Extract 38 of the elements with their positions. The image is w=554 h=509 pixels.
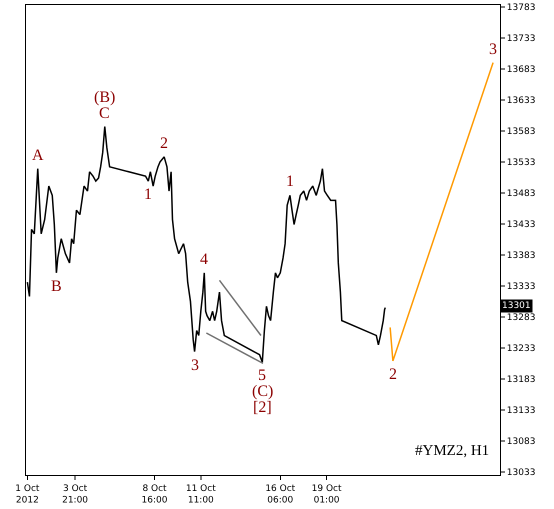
annotation: 1 bbox=[286, 173, 294, 190]
annotation: 4 bbox=[200, 251, 208, 268]
y-tick-label: 13733 bbox=[506, 34, 536, 44]
annotation: 2 bbox=[160, 135, 168, 152]
y-tick-label: 13233 bbox=[506, 344, 536, 354]
y-tick-label: 13333 bbox=[506, 282, 536, 292]
annotation: 1 bbox=[144, 186, 152, 203]
x-tick-label: 19 Oct 01:00 bbox=[312, 484, 342, 506]
y-tick-label: 13083 bbox=[506, 437, 536, 448]
y-tick-label: 13583 bbox=[506, 127, 536, 138]
annotation: A bbox=[32, 147, 44, 164]
y-tick-label: 13183 bbox=[506, 375, 536, 386]
annotation: C bbox=[99, 105, 110, 122]
x-tick-label: 3 Oct 21:00 bbox=[62, 484, 88, 506]
annotation: 3 bbox=[191, 357, 199, 374]
y-tick-label: 13283 bbox=[506, 313, 536, 324]
annotation: [2] bbox=[253, 399, 272, 416]
x-tick-label: 8 Oct 16:00 bbox=[142, 484, 168, 506]
y-tick-label: 13533 bbox=[506, 158, 536, 168]
x-tick-label: 1 Oct 2012 bbox=[15, 484, 40, 506]
annotation: #YMZ2, H1 bbox=[415, 443, 490, 459]
annotation: B bbox=[51, 278, 62, 295]
y-tick-label: 13133 bbox=[506, 406, 536, 416]
annotation: (C) bbox=[252, 383, 274, 400]
y-tick-label: 13683 bbox=[506, 65, 536, 76]
annotation: (B) bbox=[94, 89, 116, 106]
y-tick-label: 13783 bbox=[506, 3, 536, 14]
annotation: 2 bbox=[389, 366, 397, 383]
y-tick-label: 13033 bbox=[506, 468, 536, 478]
y-tick-label: 13633 bbox=[506, 96, 536, 106]
y-tick-label: 13433 bbox=[506, 220, 536, 230]
x-tick-label: 11 Oct 11:00 bbox=[186, 484, 216, 506]
y-tick-label: 13383 bbox=[506, 251, 536, 262]
annotation: 5 bbox=[258, 367, 266, 384]
annotation: 3 bbox=[489, 41, 497, 58]
y-tick-label: 13483 bbox=[506, 189, 536, 200]
x-tick-label: 16 Oct 06:00 bbox=[265, 484, 296, 506]
annotation: 13301 bbox=[502, 301, 531, 311]
